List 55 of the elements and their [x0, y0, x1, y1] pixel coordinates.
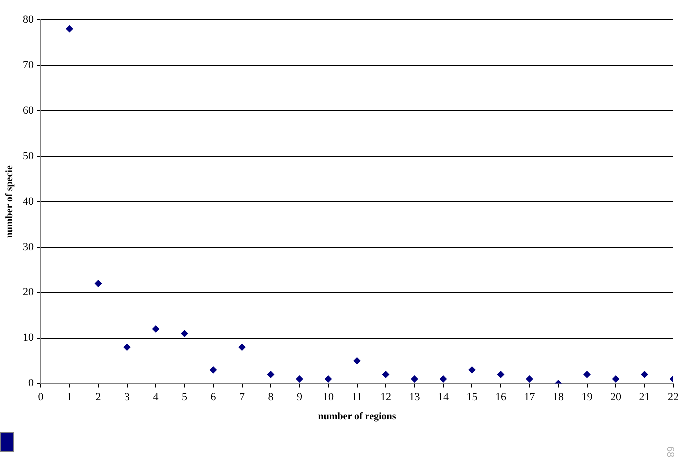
- y-tick-label: 10: [23, 332, 34, 344]
- point: [641, 371, 648, 378]
- point: [124, 344, 131, 351]
- x-tick-label: 7: [240, 391, 246, 404]
- point: [325, 376, 332, 383]
- x-tick-label: 20: [610, 391, 622, 404]
- point: [268, 371, 274, 378]
- y-tick-label: 40: [23, 196, 34, 208]
- point: [411, 376, 418, 383]
- point: [354, 358, 361, 365]
- point: [382, 371, 390, 378]
- x-tick-label: 15: [466, 391, 478, 404]
- x-tick-label: 17: [524, 391, 536, 404]
- y-axis-title: number of specie: [4, 165, 16, 238]
- point: [468, 366, 476, 374]
- point: [498, 371, 504, 378]
- x-tick-label: 5: [182, 391, 188, 404]
- point: [440, 376, 447, 383]
- y-tick-label: 30: [23, 241, 34, 254]
- y-tick-label: 0: [28, 378, 34, 390]
- x-tick-label: 18: [553, 391, 564, 404]
- point: [584, 371, 591, 378]
- point: [181, 330, 188, 338]
- point: [296, 376, 304, 383]
- point: [210, 366, 217, 374]
- point: [95, 280, 102, 288]
- x-axis-title: number of regions: [318, 412, 396, 423]
- x-tick-label: 3: [124, 391, 130, 404]
- x-tick-label: 12: [380, 391, 392, 404]
- x-tick-label: 0: [38, 391, 44, 404]
- point: [152, 326, 160, 333]
- x-tick-label: 10: [323, 391, 334, 404]
- x-tick-label: 22: [668, 391, 679, 404]
- x-tick-label: 19: [582, 391, 594, 404]
- y-tick-label: 60: [23, 104, 34, 117]
- y-tick-label: 50: [23, 150, 34, 162]
- x-tick-label: 6: [210, 391, 217, 404]
- y-tick-label: 20: [23, 286, 34, 299]
- point: [238, 344, 246, 351]
- x-tick-label: 8: [268, 391, 274, 404]
- x-tick-label: 21: [639, 391, 650, 404]
- y-tick-label: 70: [23, 59, 34, 72]
- x-tick-label: 14: [438, 391, 450, 404]
- point: [612, 376, 620, 383]
- x-tick-label: 16: [496, 391, 507, 404]
- x-tick-label: 2: [96, 391, 102, 404]
- point: [526, 376, 534, 383]
- x-tick-label: 4: [153, 391, 160, 404]
- x-tick-label: 11: [352, 391, 363, 404]
- point: [66, 26, 74, 33]
- x-tick-label: 13: [409, 391, 421, 404]
- x-tick-label: 1: [67, 391, 72, 404]
- x-tick-label: 9: [297, 391, 303, 404]
- y-tick-label: 80: [23, 14, 34, 26]
- text: 68: [664, 446, 676, 458]
